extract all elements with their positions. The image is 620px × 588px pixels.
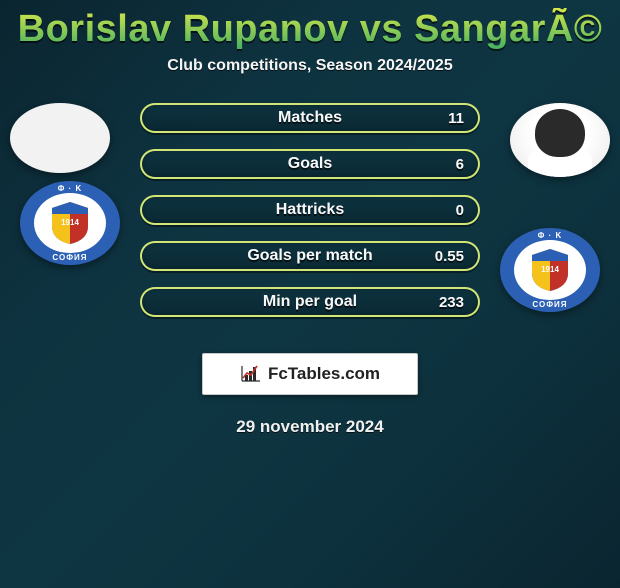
club-crest-left: Φ · K 1914 СОФИЯ <box>20 181 120 265</box>
stat-value: 0 <box>456 202 464 219</box>
stat-label: Goals <box>288 155 332 173</box>
bar-chart-icon <box>240 365 262 383</box>
stat-bar: Goals 6 <box>140 149 480 179</box>
crest-bottom-text: СОФИЯ <box>500 300 600 309</box>
brand-text: FcTables.com <box>268 364 380 384</box>
shield-icon: 1914 <box>48 200 92 246</box>
stat-bar: Hattricks 0 <box>140 195 480 225</box>
crest-bottom-text: СОФИЯ <box>20 253 120 262</box>
brand-badge[interactable]: FcTables.com <box>202 353 418 395</box>
stat-bar: Goals per match 0.55 <box>140 241 480 271</box>
stat-value: 6 <box>456 156 464 173</box>
stat-label: Matches <box>278 109 342 127</box>
stat-value: 11 <box>448 110 464 127</box>
player-photo-right <box>510 103 610 177</box>
stat-label: Hattricks <box>276 201 344 219</box>
page-title: Borislav Rupanov vs SangarÃ© <box>0 8 620 51</box>
stat-bar: Min per goal 233 <box>140 287 480 317</box>
crest-top-text: Φ · K <box>500 231 600 240</box>
date-text: 29 november 2024 <box>0 417 620 437</box>
stat-value: 233 <box>439 294 464 311</box>
subtitle: Club competitions, Season 2024/2025 <box>0 57 620 75</box>
svg-text:1914: 1914 <box>61 218 79 227</box>
stat-label: Goals per match <box>247 247 372 265</box>
stat-value: 0.55 <box>435 248 464 265</box>
comparison-area: Φ · K 1914 СОФИЯ Φ · K <box>0 103 620 333</box>
crest-top-text: Φ · K <box>20 184 120 193</box>
shield-icon: 1914 <box>528 247 572 293</box>
stat-label: Min per goal <box>263 293 357 311</box>
stat-bar: Matches 11 <box>140 103 480 133</box>
stats-bars: Matches 11 Goals 6 Hattricks 0 Goals per… <box>140 103 480 333</box>
svg-text:1914: 1914 <box>541 265 559 274</box>
club-crest-right: Φ · K 1914 СОФИЯ <box>500 228 600 312</box>
player-photo-left <box>10 103 110 173</box>
